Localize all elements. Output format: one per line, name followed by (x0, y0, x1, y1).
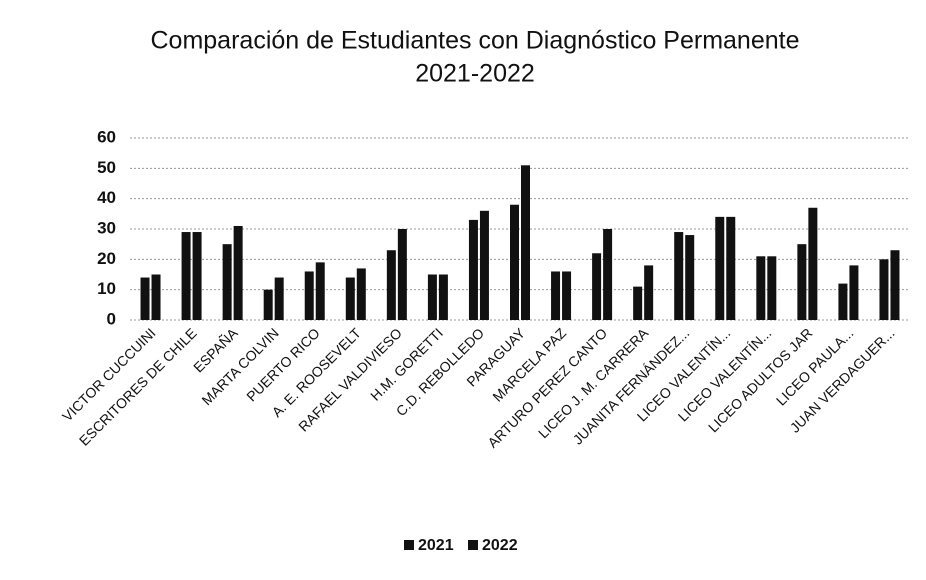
bar (274, 277, 284, 320)
x-tick-label: PUERTO RICO (243, 325, 323, 405)
x-tick-label: H.M. GORETTI (367, 325, 446, 404)
bar (849, 265, 859, 320)
bar (479, 210, 489, 320)
legend-label: 2021 (418, 537, 454, 554)
bar (767, 256, 777, 320)
legend-label: 2022 (482, 537, 518, 554)
y-tick-label: 50 (97, 158, 116, 177)
bar (808, 207, 818, 320)
bar (756, 256, 766, 320)
legend-swatch (468, 540, 478, 550)
chart-subtitle: 2021-2022 (415, 60, 535, 88)
bar (603, 229, 613, 320)
bar (510, 204, 519, 320)
legend-swatch (404, 540, 414, 550)
y-tick-label: 60 (97, 127, 116, 146)
bar (551, 271, 561, 320)
bar (890, 250, 900, 320)
bar (397, 229, 407, 320)
bar (674, 232, 684, 320)
bar (356, 268, 366, 320)
bar (438, 274, 448, 320)
bar (726, 216, 736, 320)
chart-title: Comparación de Estudiantes con Diagnósti… (151, 27, 800, 55)
bar (633, 286, 643, 320)
bar (192, 232, 202, 320)
bar (879, 259, 889, 320)
bar (715, 216, 725, 320)
bar (263, 289, 273, 320)
bar (222, 244, 232, 320)
bar (427, 274, 437, 320)
bar (386, 250, 396, 320)
bar (685, 235, 695, 320)
bar (644, 265, 654, 320)
bar (181, 232, 191, 320)
bar (345, 277, 355, 320)
y-tick-label: 20 (97, 249, 116, 268)
bar (140, 277, 150, 320)
y-tick-label: 40 (97, 188, 116, 207)
bar (562, 271, 572, 320)
bar (233, 225, 243, 320)
y-tick-label: 30 (97, 218, 116, 237)
x-tick-label: MARCELA PAZ (489, 324, 569, 404)
bar (315, 262, 325, 320)
bar (151, 274, 161, 320)
y-tick-label: 0 (107, 309, 116, 328)
bar (468, 219, 478, 320)
y-tick-label: 10 (97, 279, 116, 298)
bar (521, 165, 530, 320)
bar (797, 244, 807, 320)
bar (304, 271, 314, 320)
bar (838, 283, 848, 320)
bar (592, 253, 602, 320)
